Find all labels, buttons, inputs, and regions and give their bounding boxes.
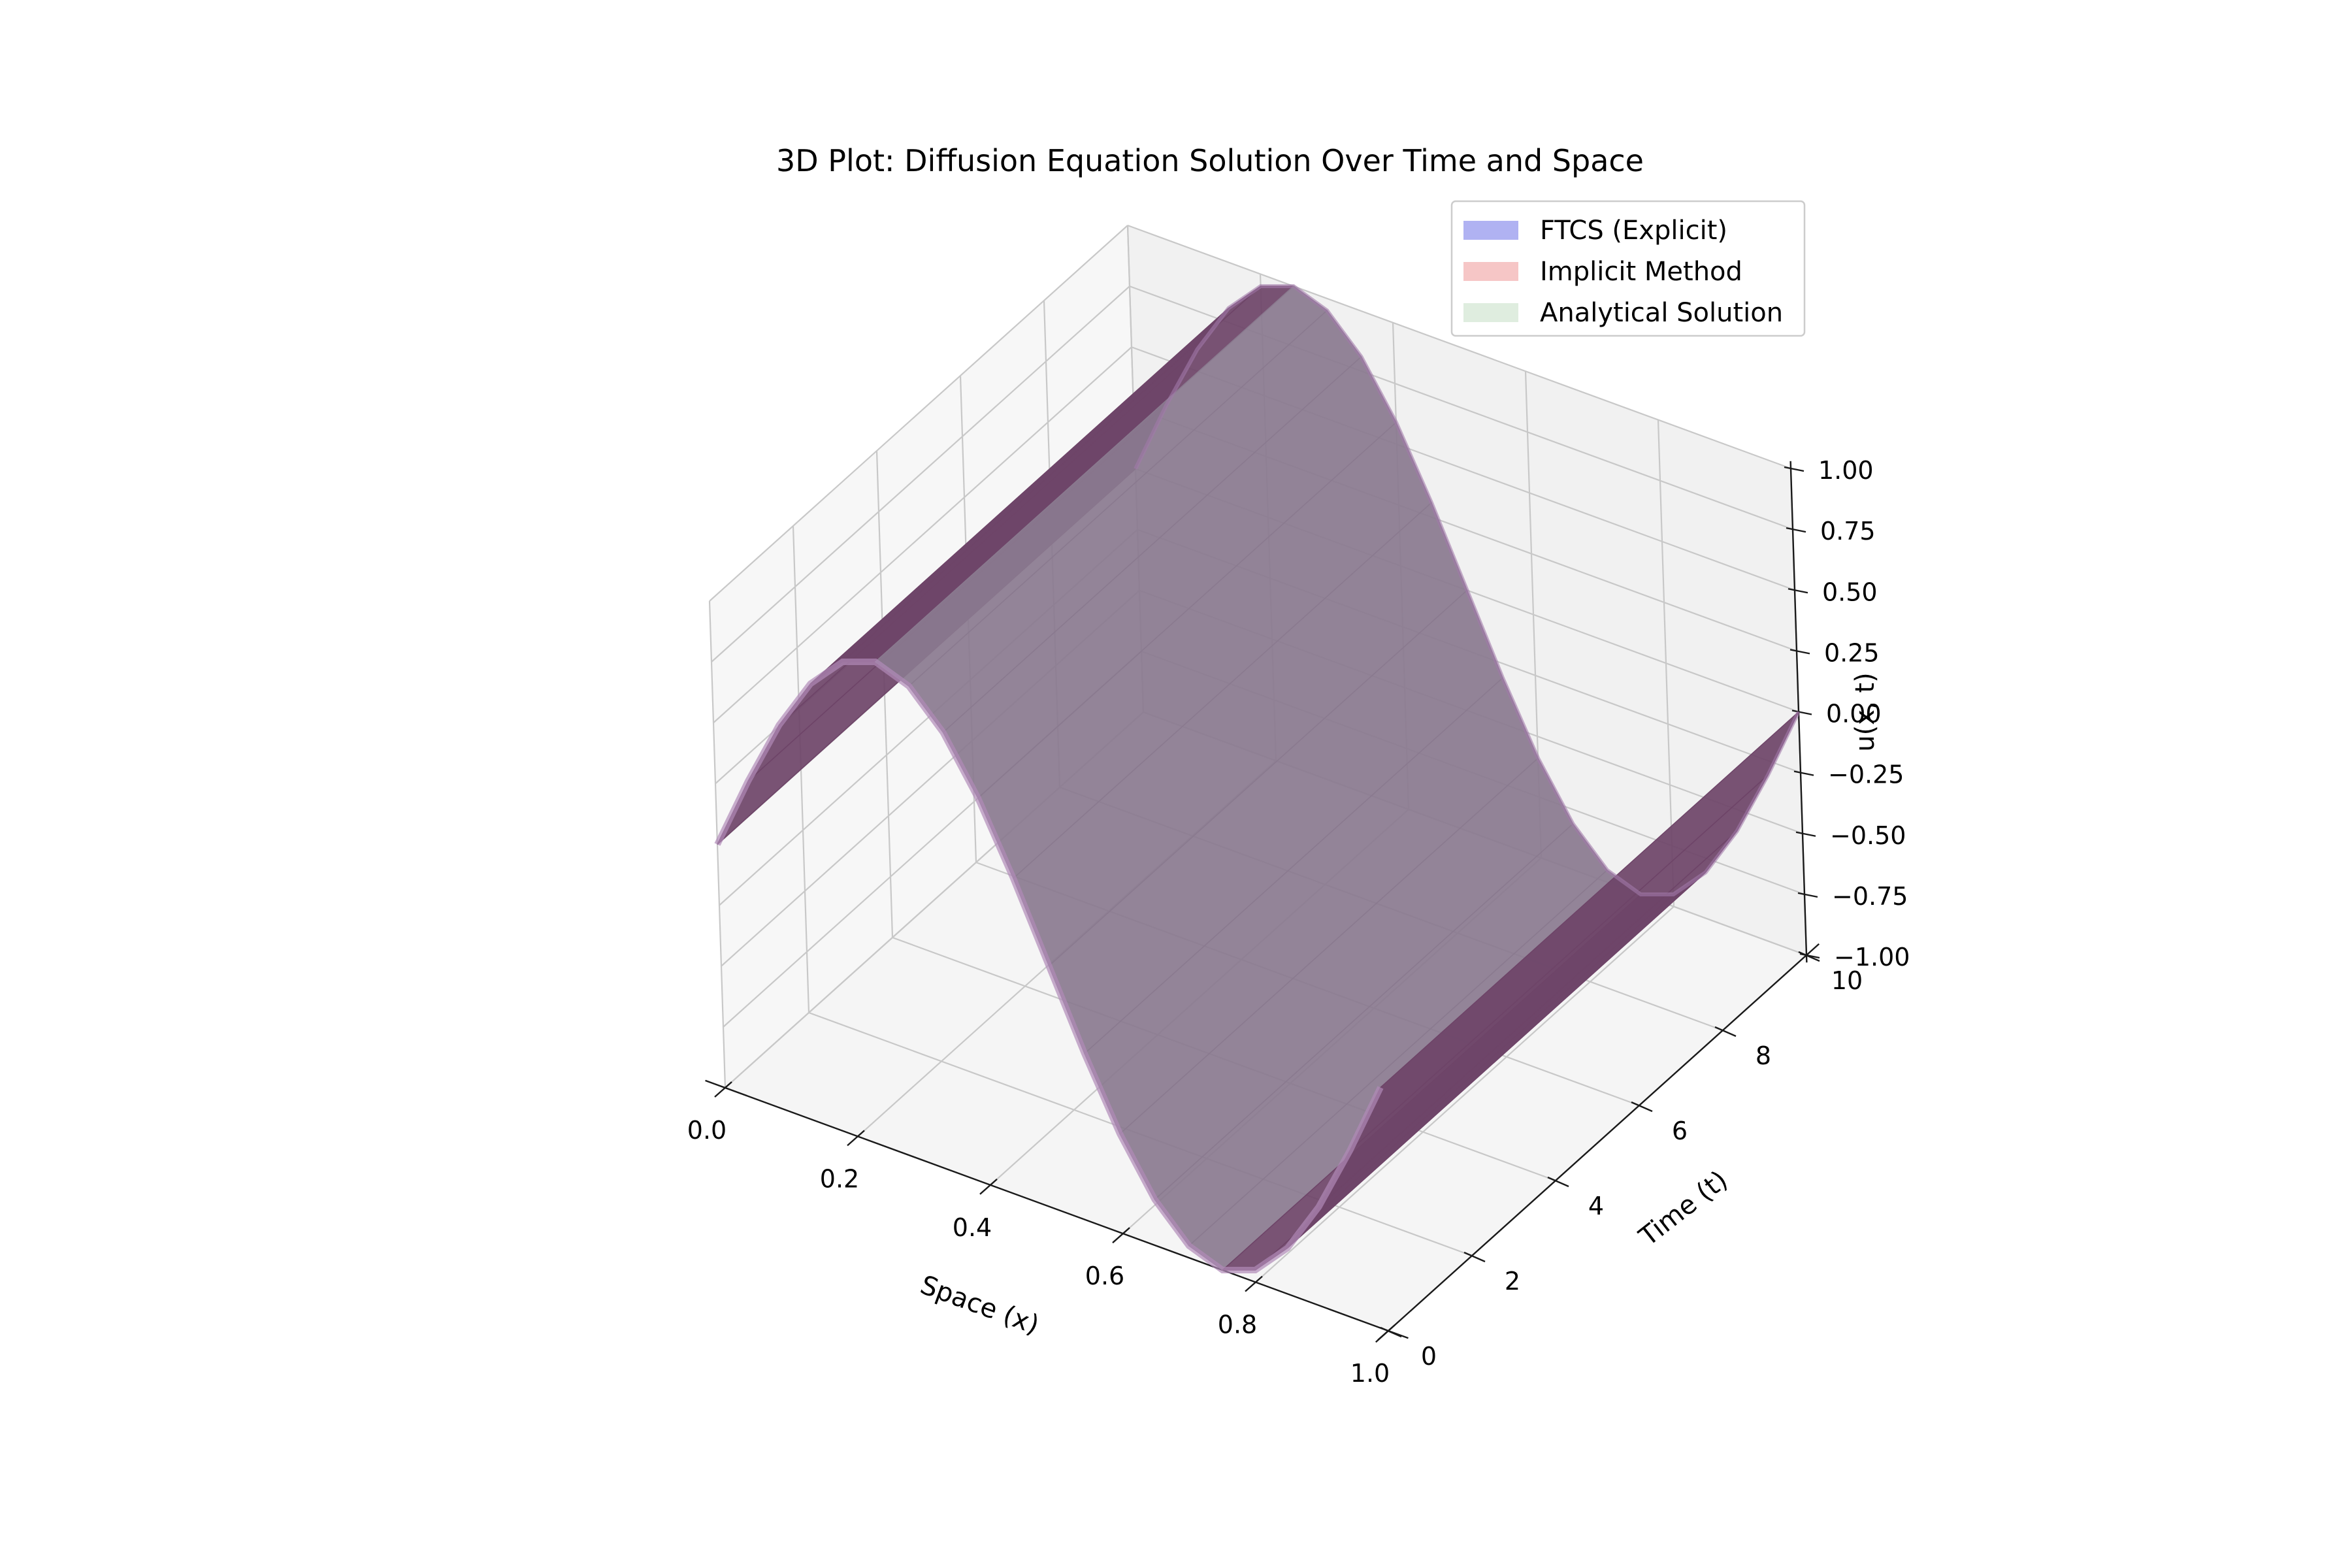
legend-label: Analytical Solution — [1540, 298, 1783, 328]
u-tick — [1799, 953, 1820, 959]
gridline-u — [713, 346, 1132, 724]
u-tick-label: 0.50 — [1822, 578, 1878, 606]
u-tick — [1789, 649, 1810, 655]
legend-label: Implicit Method — [1540, 257, 1742, 287]
legend: FTCS (Explicit) Implicit Method Analytical… — [1450, 200, 1806, 337]
u-tick — [1784, 466, 1805, 472]
x-tick-label: 0.0 — [687, 1116, 727, 1145]
chart-title: 3D Plot: Diffusion Equation Solution Ove… — [776, 143, 1644, 178]
t-axis-line — [1375, 943, 1820, 1343]
t-tick-label: 2 — [1505, 1267, 1520, 1296]
legend-swatch — [1463, 303, 1518, 322]
u-tick-label: 0.00 — [1826, 700, 1882, 728]
x-tick — [1112, 1227, 1130, 1244]
t-tick — [1380, 1326, 1402, 1338]
t-tick-label: 8 — [1756, 1041, 1771, 1070]
u-tick — [1795, 831, 1816, 837]
t-tick-label: 0 — [1421, 1342, 1437, 1371]
t-tick — [1631, 1101, 1653, 1113]
t-tick-label: 4 — [1588, 1192, 1604, 1220]
gridline-u — [709, 225, 1128, 602]
u-tick-label: 0.25 — [1824, 638, 1880, 667]
u-tick-label: −1.00 — [1834, 943, 1910, 972]
legend-box — [1450, 200, 1806, 337]
x-tick — [847, 1130, 865, 1147]
x-tick-label: 0.2 — [820, 1164, 859, 1193]
x-tick — [714, 1081, 732, 1098]
solution-surface — [714, 284, 1801, 1273]
gridline-x — [1255, 906, 1674, 1283]
u-tick — [1793, 770, 1814, 776]
u-tick-label: −0.25 — [1828, 760, 1904, 789]
u-tick — [1786, 527, 1806, 533]
t-tick — [1547, 1176, 1569, 1188]
gridline-u — [1127, 224, 1791, 470]
x-tick-label: 1.0 — [1350, 1359, 1390, 1388]
u-tick-label: −0.50 — [1830, 821, 1906, 850]
x-tick — [979, 1178, 998, 1195]
surface-edge-t0 — [714, 659, 1384, 1273]
gridline-u — [711, 286, 1130, 662]
legend-label: FTCS (Explicit) — [1540, 216, 1727, 246]
t-tick — [1714, 1026, 1737, 1037]
u-tick — [1791, 710, 1812, 715]
x-tick-label: 0.4 — [953, 1213, 992, 1242]
legend-swatch — [1463, 262, 1518, 281]
x-axis-line — [705, 1079, 1409, 1339]
x-tick-label: 0.6 — [1085, 1262, 1124, 1290]
z-axis-label: u(x, t) — [1850, 672, 1880, 751]
u-tick — [1788, 588, 1808, 594]
t-tick-label: 10 — [1831, 966, 1863, 995]
u-tick-label: 1.00 — [1818, 456, 1874, 485]
x-axis-label: Space (x) — [917, 1270, 1043, 1341]
surface-edge-t10 — [1134, 284, 1801, 896]
x-tick — [1245, 1275, 1263, 1292]
tick-labels: 0.00.20.40.60.81.002468101.000.750.500.2… — [687, 456, 1910, 1388]
x-tick — [1377, 1324, 1396, 1341]
x-tick-label: 0.8 — [1218, 1311, 1257, 1339]
u-tick-label: 0.75 — [1820, 517, 1876, 546]
t-tick — [1463, 1251, 1486, 1263]
legend-swatch — [1463, 221, 1518, 240]
t-tick-label: 6 — [1672, 1117, 1688, 1145]
u-tick — [1797, 892, 1818, 898]
u-tick-label: −0.75 — [1832, 882, 1908, 911]
y-axis-label: Time (t) — [1633, 1165, 1733, 1252]
